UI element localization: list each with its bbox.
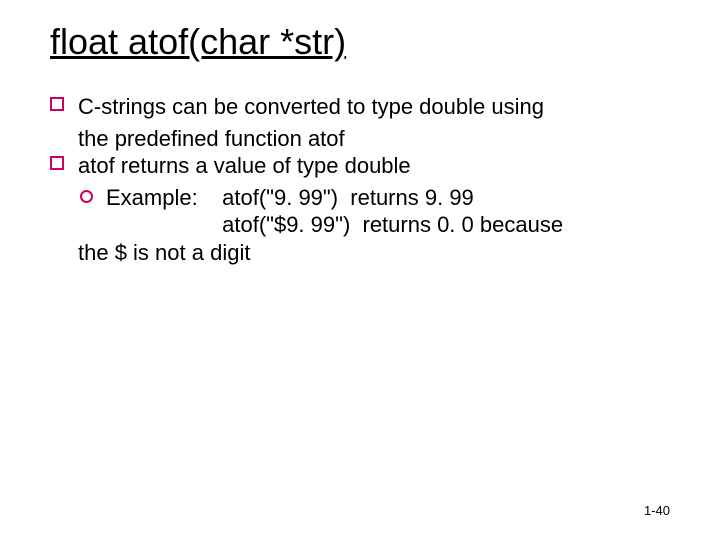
subbullet-item-1-cont2: the $ is not a digit (50, 239, 670, 267)
slide-title: float atof(char *str) (50, 20, 670, 63)
page-number: 1-40 (644, 503, 670, 518)
bullet-text: the predefined function atof (78, 126, 345, 151)
slide-body: C-strings can be converted to type doubl… (50, 93, 670, 266)
bullet-text: C-strings can be converted to type doubl… (78, 94, 544, 119)
bullet-text: atof returns a value of type double (78, 153, 411, 178)
subbullet-item-1: Example: atof("9. 99") returns 9. 99 (50, 184, 670, 212)
bullet-text: atof("$9. 99") returns 0. 0 because (106, 212, 563, 237)
bullet-item-1-cont: the predefined function atof (50, 125, 670, 153)
circle-bullet-icon (80, 190, 93, 203)
bullet-item-1: C-strings can be converted to type doubl… (50, 93, 670, 121)
bullet-item-2: atof returns a value of type double (50, 152, 670, 180)
square-bullet-icon (50, 156, 64, 170)
subbullet-item-1-cont: atof("$9. 99") returns 0. 0 because (50, 211, 670, 239)
bullet-text: Example: atof("9. 99") returns 9. 99 (106, 185, 474, 210)
square-bullet-icon (50, 97, 64, 111)
slide: float atof(char *str) C-strings can be c… (0, 0, 720, 540)
bullet-text: the $ is not a digit (78, 240, 250, 265)
